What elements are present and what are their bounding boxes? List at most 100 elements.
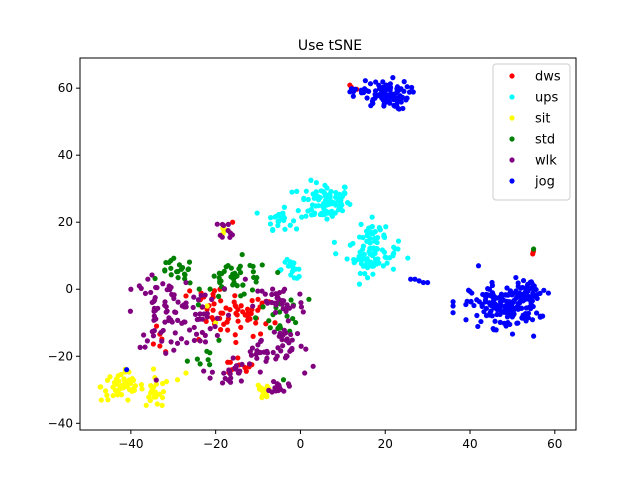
point-ups [341, 190, 348, 196]
point-wlk [239, 361, 245, 368]
point-jog [491, 305, 497, 311]
point-sit [143, 402, 149, 408]
point-wlk [303, 346, 309, 352]
point-wlk [193, 331, 200, 337]
point-jog [475, 323, 481, 330]
point-jog [505, 299, 511, 305]
point-wlk [190, 304, 196, 311]
point-ups [290, 218, 297, 224]
point-ups [333, 251, 339, 257]
point-std [152, 275, 158, 282]
legend-item-jog: jog [509, 175, 555, 190]
point-std [252, 315, 259, 321]
point-wlk [183, 304, 189, 310]
point-dws [227, 306, 233, 313]
point-ups [347, 242, 353, 248]
point-sit [115, 392, 121, 398]
point-ups [384, 260, 390, 266]
point-ups [357, 270, 363, 277]
point-std [259, 262, 265, 268]
legend-label: ups [535, 91, 558, 106]
point-jog [510, 308, 517, 314]
point-sit [150, 366, 157, 372]
point-ups [333, 190, 339, 196]
point-dws [153, 323, 160, 329]
point-ups [369, 214, 375, 220]
point-wlk [160, 281, 166, 287]
point-sit [204, 303, 210, 309]
point-std [266, 318, 272, 324]
point-wlk [141, 332, 147, 338]
point-std [182, 272, 188, 278]
point-wlk [254, 355, 260, 361]
point-jog [383, 82, 389, 88]
point-jog [503, 323, 509, 329]
point-wlk [242, 276, 248, 282]
point-wlk [230, 355, 236, 361]
point-wlk [192, 311, 199, 317]
point-std [176, 262, 183, 268]
x-tick-label: 40 [462, 437, 477, 451]
legend-item-std: std [509, 133, 555, 148]
point-wlk [276, 382, 282, 388]
point-dws [238, 303, 244, 309]
y-tick-label: 40 [58, 148, 73, 162]
point-sit [152, 389, 158, 395]
point-jog [463, 301, 469, 308]
legend-label: jog [534, 175, 555, 190]
point-std [236, 266, 242, 272]
point-sit [174, 377, 181, 383]
point-jog [523, 318, 529, 324]
point-wlk [302, 370, 308, 376]
point-jog [490, 325, 496, 332]
point-sit [159, 380, 166, 387]
point-jog [532, 293, 538, 300]
point-jog [492, 318, 498, 324]
point-ups [309, 202, 316, 208]
point-wlk [152, 295, 158, 301]
point-sit [131, 387, 137, 393]
point-wlk [221, 286, 228, 292]
point-std [211, 273, 217, 279]
point-ups [287, 222, 293, 228]
point-std [205, 357, 211, 363]
point-dws [225, 327, 231, 333]
point-ups [383, 224, 389, 230]
point-std [280, 377, 287, 383]
point-wlk [269, 291, 275, 298]
point-sit [149, 385, 155, 391]
point-jog [494, 311, 500, 318]
point-jog [520, 292, 527, 299]
point-wlk [182, 319, 188, 325]
point-wlk [279, 337, 285, 343]
point-ups [370, 263, 377, 269]
point-std [228, 265, 234, 271]
point-ups [369, 224, 375, 230]
point-ups [356, 281, 363, 287]
point-ups [370, 271, 376, 277]
point-jog [513, 274, 519, 281]
point-std [207, 362, 213, 368]
point-sit [118, 392, 125, 398]
point-ups [374, 235, 381, 241]
point-ups [308, 177, 314, 183]
point-wlk [246, 361, 253, 367]
legend-marker [509, 115, 515, 121]
point-ups [390, 251, 396, 258]
point-jog [505, 311, 511, 317]
point-jog [480, 291, 486, 298]
point-std [219, 270, 225, 277]
point-wlk [300, 309, 306, 315]
point-dws [243, 368, 249, 374]
point-wlk [273, 302, 279, 308]
point-wlk [294, 330, 301, 337]
series-ups [254, 177, 411, 287]
point-ups [327, 192, 333, 198]
point-ups [356, 234, 363, 240]
point-wlk [279, 301, 285, 307]
legend-marker [509, 157, 515, 163]
point-ups [329, 212, 335, 219]
point-wlk [149, 299, 155, 306]
point-wlk [197, 338, 203, 344]
point-std [250, 269, 256, 275]
